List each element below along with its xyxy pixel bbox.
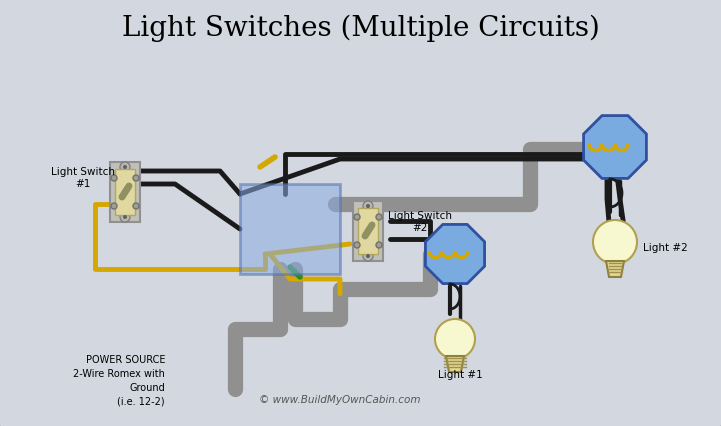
Text: © www.BuildMyOwnCabin.com: © www.BuildMyOwnCabin.com — [260, 394, 421, 404]
Circle shape — [123, 166, 127, 170]
FancyBboxPatch shape — [240, 184, 340, 274]
Polygon shape — [583, 116, 647, 179]
FancyBboxPatch shape — [110, 163, 140, 222]
Circle shape — [354, 215, 360, 221]
Circle shape — [354, 242, 360, 248]
Text: Light Switches (Multiple Circuits): Light Switches (Multiple Circuits) — [122, 14, 599, 42]
FancyBboxPatch shape — [358, 208, 378, 254]
Text: Light Switch
#2: Light Switch #2 — [388, 211, 452, 232]
FancyBboxPatch shape — [353, 201, 383, 262]
Text: Light #2: Light #2 — [642, 242, 687, 253]
Circle shape — [123, 216, 127, 219]
Polygon shape — [446, 356, 464, 372]
Circle shape — [376, 215, 382, 221]
Circle shape — [120, 163, 130, 173]
Circle shape — [366, 254, 370, 259]
Circle shape — [120, 213, 130, 222]
Text: Light Switch
#1: Light Switch #1 — [51, 167, 115, 188]
Text: Light #1: Light #1 — [438, 369, 482, 379]
Text: POWER SOURCE
2-Wire Romex with
Ground
(i.e. 12-2): POWER SOURCE 2-Wire Romex with Ground (i… — [73, 354, 165, 406]
Circle shape — [111, 204, 117, 210]
Circle shape — [363, 201, 373, 211]
Polygon shape — [606, 262, 624, 277]
Polygon shape — [425, 225, 485, 284]
Circle shape — [376, 242, 382, 248]
Circle shape — [133, 204, 139, 210]
Circle shape — [366, 204, 370, 208]
Circle shape — [435, 319, 475, 359]
Circle shape — [593, 221, 637, 265]
Circle shape — [363, 251, 373, 262]
FancyBboxPatch shape — [115, 170, 135, 216]
Circle shape — [111, 176, 117, 181]
Circle shape — [133, 176, 139, 181]
